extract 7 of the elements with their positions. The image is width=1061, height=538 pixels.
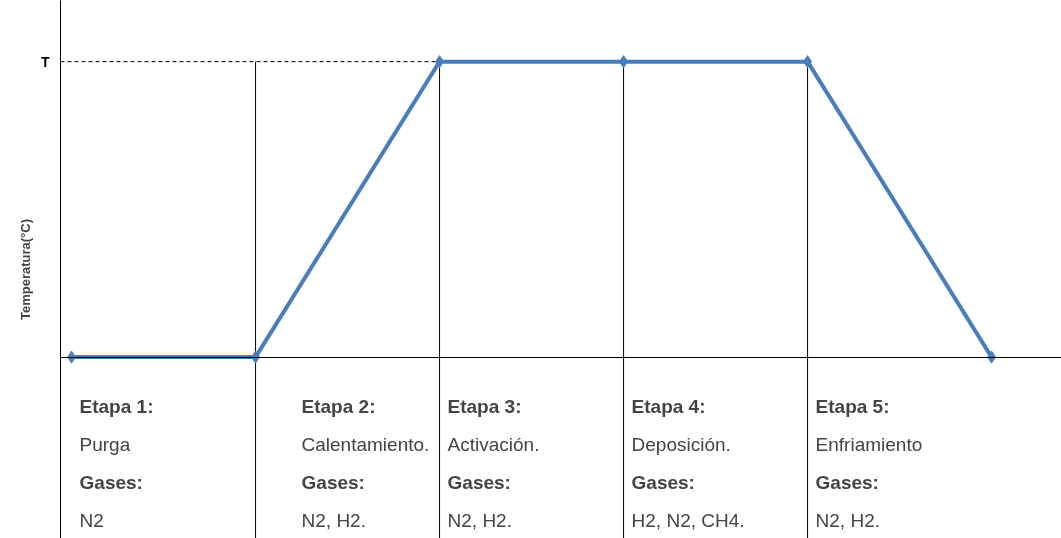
text: Etapa 4: Deposición. Gases: H2, N2, CH4.: [631, 396, 745, 532]
y-axis-title: Temperatura(°C): [17, 218, 33, 321]
text: Etapa 3: Activación. Gases: N2, H2.: [447, 396, 540, 532]
ref-line-label: T: [40, 53, 50, 70]
text: Etapa 5: Enfriamiento Gases: N2, H2.: [815, 396, 923, 532]
text: Etapa 1: Purga Gases: N2: [79, 396, 154, 532]
text: Etapa 2: Calentamiento. Gases: N2, H2.: [301, 396, 430, 532]
